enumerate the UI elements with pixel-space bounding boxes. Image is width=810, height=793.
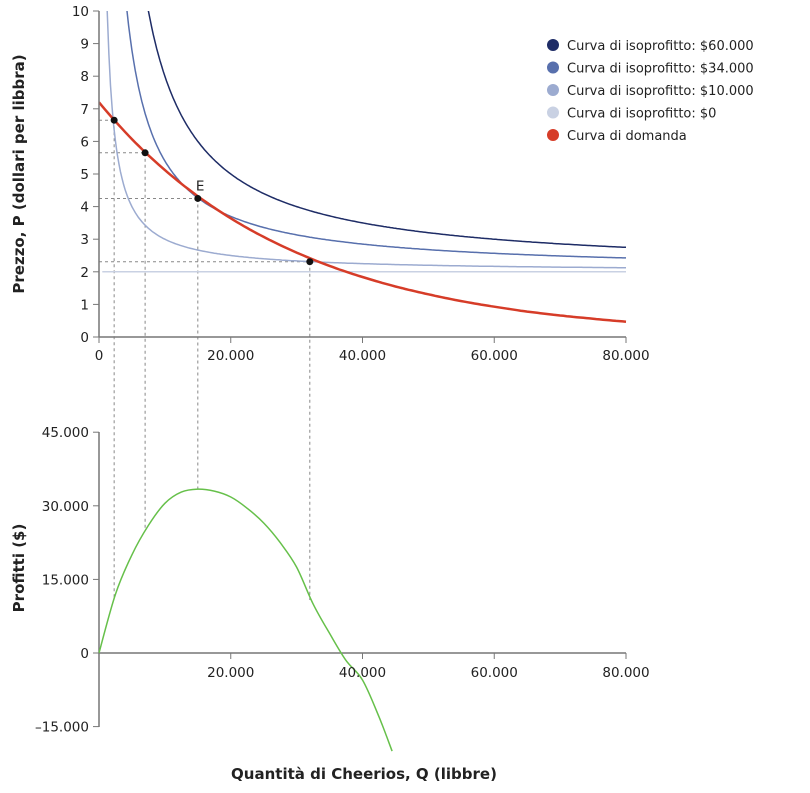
- y-tick-label: 7: [80, 102, 89, 118]
- legend-swatch: [547, 84, 559, 96]
- legend-label: Curva di isoprofitto: $10.000: [567, 84, 754, 99]
- demand-curve: [99, 101, 627, 323]
- y-tick-label: 30.000: [42, 499, 89, 515]
- legend-swatch: [547, 61, 559, 74]
- isoprofit-curve: [106, 11, 626, 269]
- x-tick-label: 40.000: [339, 348, 386, 364]
- legend-label: Curva di isoprofitto: $34.000: [567, 62, 754, 77]
- legend: Curva di isoprofitto: $60.000 Curva di is…: [547, 39, 754, 144]
- point: [194, 194, 202, 202]
- legend-label: Curva di isoprofitto: $0: [567, 107, 716, 122]
- y-tick-label: 15.000: [42, 572, 89, 588]
- point: [306, 258, 314, 266]
- x-axis-label: Quantità di Cheerios, Q (libbre): [231, 765, 497, 783]
- x-tick-label: 20.000: [207, 665, 254, 681]
- y-tick-label: 3: [80, 232, 89, 248]
- y-tick-label: 9: [80, 37, 89, 53]
- legend-swatch: [547, 129, 559, 141]
- x-tick-label: 60.000: [471, 665, 518, 681]
- y-tick-label: –15.000: [35, 720, 89, 736]
- y-tick-label: 8: [80, 69, 89, 85]
- x-tick-label: 0: [95, 348, 104, 364]
- y-tick-label: 4: [80, 200, 89, 216]
- isoprofit-curve: [147, 11, 626, 249]
- y-tick-label: 1: [80, 297, 89, 313]
- y-tick-label: 5: [80, 167, 89, 183]
- x-tick-label: 40.000: [339, 665, 386, 681]
- profit-curve: [98, 488, 393, 752]
- legend-label: Curva di domanda: [567, 129, 687, 144]
- x-tick-label: 80.000: [602, 665, 649, 681]
- legend-swatch: [547, 39, 559, 51]
- curves: [99, 11, 627, 323]
- x-tick-label: 80.000: [602, 348, 649, 364]
- legend-swatch: [547, 106, 559, 119]
- bottom-y-axis-label: Profitti ($): [10, 524, 28, 613]
- y-tick-label: 10: [72, 4, 89, 20]
- point: [110, 116, 118, 124]
- y-tick-label: 45.000: [42, 425, 89, 441]
- profit-chart: –15.000 0 15.000 30.000 45.000 20.000 40.000 60…: [35, 425, 650, 752]
- x-tick-label: 20.000: [207, 348, 254, 364]
- y-tick-label: 2: [80, 265, 89, 281]
- isoprofit-curve: [126, 11, 626, 259]
- y-tick-label: 0: [80, 646, 89, 662]
- point-label: E: [196, 178, 205, 194]
- y-tick-label: 6: [80, 134, 89, 150]
- legend-label: Curva di isoprofitto: $60.000: [567, 39, 754, 54]
- x-tick-label: 60.000: [471, 348, 518, 364]
- point: [141, 149, 149, 157]
- price-chart: E 0 1 2 3 4 5 6 7 8 9 10 0 20.000 40.000 60.000 80.000: [72, 4, 650, 601]
- y-tick-label: 0: [80, 330, 89, 346]
- top-y-axis-label: Prezzo, P (dollari per libbra): [10, 54, 28, 293]
